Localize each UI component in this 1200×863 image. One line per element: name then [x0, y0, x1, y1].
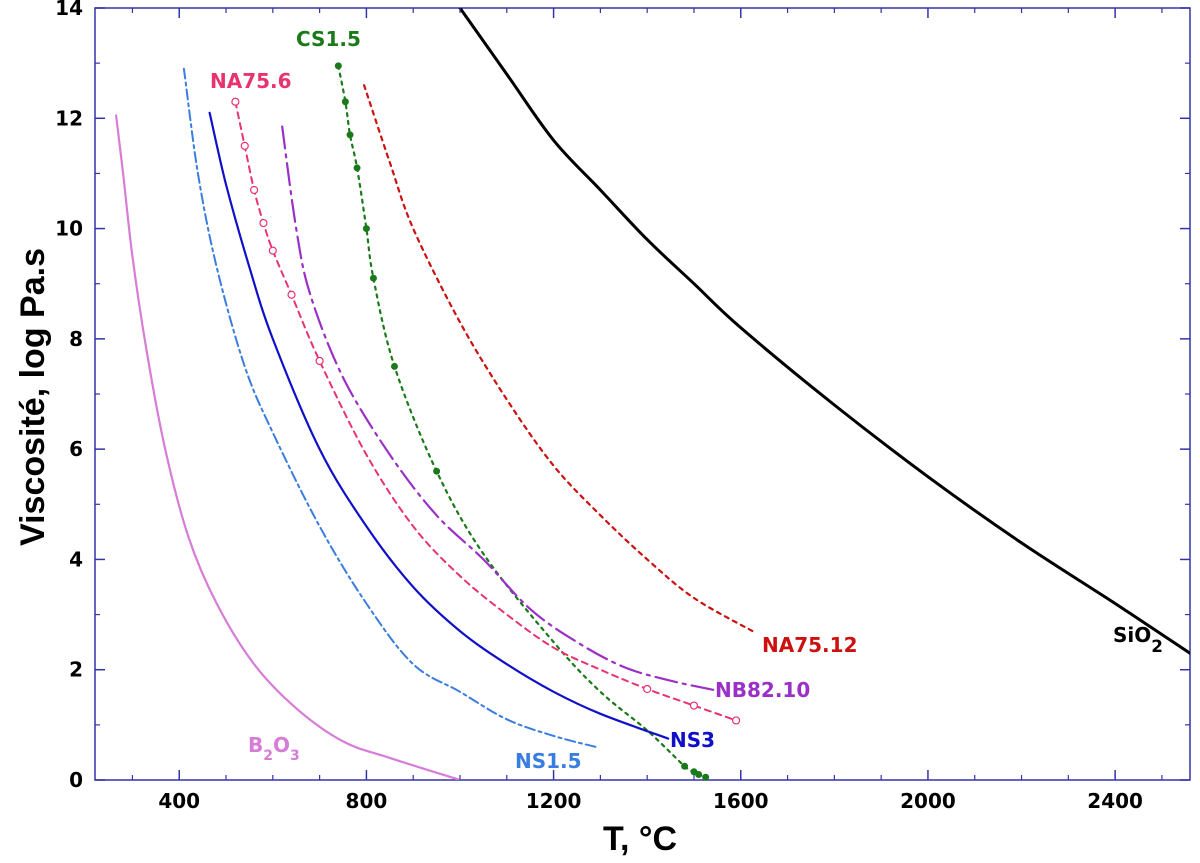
- plot-area: [94, 7, 1191, 781]
- data-point: [731, 716, 741, 725]
- series-line: [115, 114, 462, 780]
- data-point: [346, 131, 354, 139]
- data-point: [362, 225, 370, 233]
- series-label: NS1.5: [515, 749, 582, 773]
- data-point: [433, 467, 441, 475]
- y-tick-label: 10: [55, 217, 83, 241]
- y-tick-label: 8: [69, 327, 83, 351]
- series-label: SiO2: [1113, 623, 1163, 656]
- data-point: [268, 246, 277, 255]
- markers: [231, 62, 741, 781]
- data-point: [353, 164, 361, 172]
- y-tick-label: 2: [69, 658, 83, 682]
- data-point: [287, 290, 296, 299]
- series-line: [281, 125, 719, 692]
- y-axis-title: Viscosité, log Pa.s: [14, 248, 52, 546]
- y-tick-label: 0: [69, 768, 83, 792]
- y-tick-label: 4: [69, 547, 83, 571]
- data-point: [250, 185, 259, 195]
- series-label: NA75.6: [210, 69, 292, 93]
- plot-frame: [94, 7, 1191, 781]
- data-point: [695, 770, 703, 778]
- y-tick-label: 14: [55, 0, 83, 20]
- y-tick-label: 6: [69, 437, 83, 461]
- x-tick-label: 2000: [900, 789, 956, 813]
- x-tick-label: 1600: [713, 789, 769, 813]
- series-label: NA75.12: [762, 633, 857, 657]
- data-point: [702, 773, 710, 781]
- curves: [115, 8, 1190, 780]
- series-line: [208, 111, 670, 740]
- data-point: [315, 356, 324, 366]
- series-line: [182, 67, 597, 748]
- series-label: NS3: [670, 728, 715, 752]
- series-labels: SiO2 CS1.5 NA75.12 NA75.6 NB82.10 NS3 NS1.5 B2O…: [210, 27, 1163, 773]
- x-axis-title: T, °C: [603, 820, 677, 858]
- data-point: [259, 218, 268, 228]
- x-tick-label: 2400: [1087, 789, 1143, 813]
- data-point: [369, 274, 377, 282]
- series-line: [234, 100, 738, 722]
- x-tick-label: 800: [346, 789, 388, 813]
- data-point: [390, 362, 398, 370]
- ticks: 400 800 1200 1600 2000 2400 0 2 4 6 8 10 12 14: [55, 0, 1190, 813]
- x-tick-label: 1200: [526, 789, 582, 813]
- data-point: [643, 684, 652, 694]
- data-point: [334, 62, 342, 70]
- data-point: [231, 97, 240, 106]
- series-line: [363, 84, 754, 633]
- series-label: NB82.10: [715, 678, 810, 702]
- x-tick-label: 400: [158, 789, 200, 813]
- series-label: CS1.5: [296, 27, 361, 51]
- data-point: [689, 701, 699, 710]
- series-line: [458, 8, 1190, 655]
- data-point: [341, 98, 349, 106]
- series-label: B2O3: [248, 733, 300, 764]
- y-tick-label: 12: [55, 106, 83, 130]
- data-point: [681, 762, 689, 770]
- data-point: [240, 141, 249, 150]
